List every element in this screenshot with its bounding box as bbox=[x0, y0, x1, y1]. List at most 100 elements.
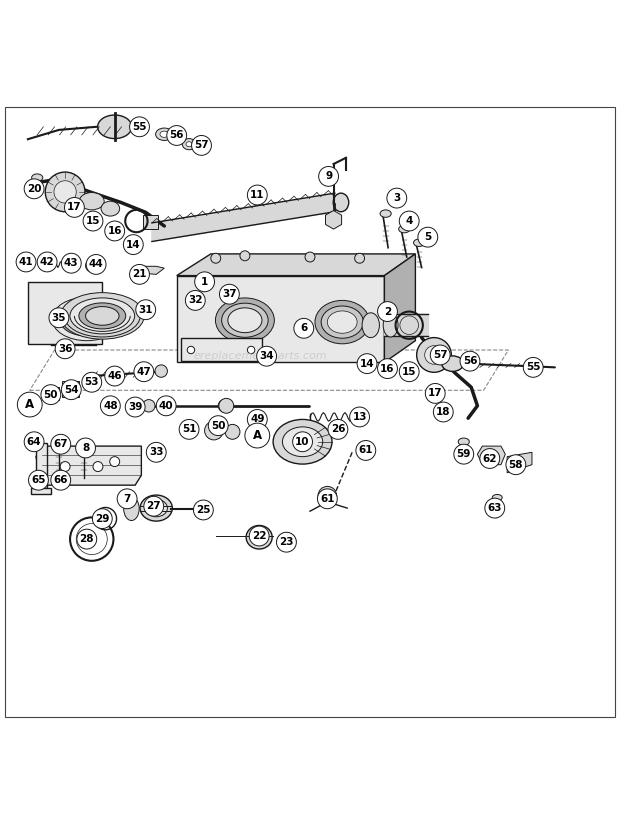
Text: 26: 26 bbox=[330, 424, 345, 434]
Circle shape bbox=[64, 198, 84, 218]
Text: 9: 9 bbox=[325, 171, 332, 181]
Ellipse shape bbox=[362, 313, 379, 338]
Text: 10: 10 bbox=[295, 437, 310, 447]
Ellipse shape bbox=[54, 439, 64, 446]
Circle shape bbox=[277, 532, 296, 552]
Text: 64: 64 bbox=[27, 437, 42, 447]
Text: 57: 57 bbox=[194, 140, 209, 151]
Text: 7: 7 bbox=[123, 494, 131, 503]
Circle shape bbox=[240, 250, 250, 260]
Polygon shape bbox=[31, 488, 51, 494]
Ellipse shape bbox=[334, 193, 348, 212]
Circle shape bbox=[399, 211, 419, 231]
Circle shape bbox=[318, 486, 337, 505]
Circle shape bbox=[192, 135, 211, 155]
Ellipse shape bbox=[246, 526, 272, 549]
Polygon shape bbox=[384, 254, 415, 363]
Ellipse shape bbox=[216, 298, 275, 343]
Polygon shape bbox=[177, 275, 384, 363]
Circle shape bbox=[218, 400, 231, 412]
Ellipse shape bbox=[123, 497, 139, 521]
Circle shape bbox=[247, 346, 255, 353]
Circle shape bbox=[61, 380, 81, 400]
Circle shape bbox=[480, 448, 500, 468]
Text: 44: 44 bbox=[89, 260, 104, 269]
Circle shape bbox=[430, 345, 450, 365]
Polygon shape bbox=[177, 254, 415, 275]
Circle shape bbox=[51, 471, 71, 490]
Circle shape bbox=[294, 318, 314, 338]
Text: 63: 63 bbox=[487, 503, 502, 513]
Ellipse shape bbox=[79, 439, 89, 446]
Circle shape bbox=[100, 396, 120, 416]
Circle shape bbox=[356, 441, 376, 461]
Text: 56: 56 bbox=[463, 356, 477, 366]
Ellipse shape bbox=[182, 138, 196, 150]
Circle shape bbox=[65, 258, 78, 270]
Polygon shape bbox=[152, 193, 335, 241]
Circle shape bbox=[143, 400, 155, 412]
Circle shape bbox=[24, 432, 44, 452]
Circle shape bbox=[257, 346, 277, 366]
Text: 49: 49 bbox=[250, 414, 265, 424]
Circle shape bbox=[317, 489, 337, 508]
Circle shape bbox=[105, 366, 125, 386]
Text: 50: 50 bbox=[43, 390, 58, 400]
Text: 67: 67 bbox=[53, 439, 68, 449]
Circle shape bbox=[179, 419, 199, 439]
Text: 48: 48 bbox=[103, 400, 118, 411]
Circle shape bbox=[130, 265, 149, 284]
Circle shape bbox=[41, 385, 61, 405]
Circle shape bbox=[146, 442, 166, 462]
Circle shape bbox=[77, 529, 97, 549]
Text: 3: 3 bbox=[393, 193, 401, 203]
Polygon shape bbox=[507, 452, 532, 473]
Ellipse shape bbox=[222, 303, 268, 337]
Text: 29: 29 bbox=[95, 513, 110, 523]
Circle shape bbox=[433, 402, 453, 422]
Circle shape bbox=[357, 353, 377, 373]
Circle shape bbox=[20, 257, 32, 269]
Circle shape bbox=[83, 211, 103, 231]
Text: 47: 47 bbox=[136, 367, 151, 377]
Circle shape bbox=[193, 500, 213, 520]
Text: 46: 46 bbox=[107, 371, 122, 381]
Bar bbox=[62, 381, 79, 396]
Polygon shape bbox=[36, 443, 46, 488]
Circle shape bbox=[54, 180, 76, 203]
Text: 57: 57 bbox=[433, 350, 448, 360]
Circle shape bbox=[82, 372, 102, 392]
Text: 20: 20 bbox=[27, 184, 42, 194]
Text: 17: 17 bbox=[428, 388, 443, 398]
Circle shape bbox=[185, 291, 205, 311]
Ellipse shape bbox=[250, 530, 268, 545]
Ellipse shape bbox=[101, 201, 120, 216]
Text: 11: 11 bbox=[250, 190, 265, 200]
Polygon shape bbox=[181, 338, 262, 361]
Text: 2: 2 bbox=[384, 307, 391, 316]
Circle shape bbox=[425, 383, 445, 403]
Text: 66: 66 bbox=[53, 475, 68, 485]
Text: 61: 61 bbox=[358, 446, 373, 456]
Text: 22: 22 bbox=[252, 531, 267, 541]
Text: 15: 15 bbox=[86, 216, 100, 226]
Ellipse shape bbox=[273, 419, 332, 464]
Circle shape bbox=[205, 421, 223, 440]
Ellipse shape bbox=[441, 356, 463, 372]
Circle shape bbox=[45, 172, 85, 212]
Ellipse shape bbox=[399, 226, 410, 233]
Ellipse shape bbox=[315, 301, 370, 344]
Text: A: A bbox=[25, 398, 34, 411]
Circle shape bbox=[506, 455, 526, 475]
Circle shape bbox=[247, 410, 267, 429]
Circle shape bbox=[195, 272, 215, 292]
Ellipse shape bbox=[52, 297, 122, 340]
Ellipse shape bbox=[186, 142, 192, 147]
Circle shape bbox=[134, 362, 154, 382]
Text: 8: 8 bbox=[82, 443, 89, 453]
Text: 15: 15 bbox=[402, 367, 417, 377]
Text: 27: 27 bbox=[146, 501, 161, 511]
Circle shape bbox=[93, 461, 103, 471]
Circle shape bbox=[104, 400, 117, 412]
Circle shape bbox=[225, 424, 240, 439]
